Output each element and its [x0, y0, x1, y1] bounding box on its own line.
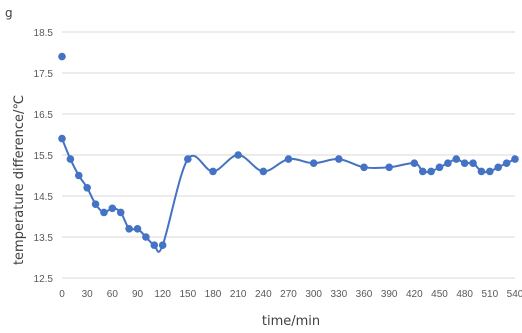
x-tick-label: 300: [305, 289, 322, 300]
data-point: [511, 155, 519, 163]
data-point: [418, 167, 427, 176]
data-point: [100, 208, 108, 217]
x-tick-label: 30: [82, 289, 94, 300]
x-tick-label: 150: [179, 289, 196, 300]
data-point: [133, 225, 142, 233]
data-point: [460, 159, 469, 167]
x-axis-title: time/min: [262, 314, 320, 329]
y-tick-label: 16.5: [34, 110, 54, 121]
x-tick-label: 450: [431, 289, 448, 300]
y-tick-label: 14.5: [34, 192, 54, 203]
x-tick-label: 330: [330, 289, 347, 300]
x-tick-label: 240: [255, 289, 272, 300]
data-point: [91, 200, 100, 208]
data-point: [486, 167, 494, 176]
data-point: [360, 163, 368, 172]
data-point: [469, 159, 477, 167]
data-point: [209, 167, 217, 176]
y-tick-label: 18.5: [34, 28, 54, 39]
y-tick-label: 17.5: [34, 69, 54, 80]
data-point: [142, 233, 150, 241]
x-tick-label: 420: [406, 289, 423, 300]
x-tick-label: 510: [481, 289, 498, 300]
data-point: [444, 159, 452, 167]
data-point: [158, 241, 167, 249]
data-point: [452, 155, 461, 163]
x-tick-label: 360: [356, 289, 373, 300]
data-point: [234, 151, 242, 159]
y-tick-label: 13.5: [34, 233, 54, 244]
data-point: [427, 167, 435, 176]
x-tick-label: 180: [205, 289, 222, 300]
x-tick-label: 210: [230, 289, 247, 300]
data-point: [116, 208, 125, 217]
x-tick-label: 60: [107, 289, 119, 300]
data-point: [335, 155, 343, 163]
data-point: [494, 163, 503, 172]
data-point: [284, 155, 293, 163]
y-axis-ticks: 12.5 13.5 14.5 15.5 16.5 17.5 18.5: [34, 28, 54, 285]
y-tick-label: 12.5: [34, 274, 54, 285]
x-tick-label: 90: [132, 289, 144, 300]
data-point: [502, 159, 511, 167]
data-point: [259, 167, 268, 176]
x-tick-label: 480: [456, 289, 473, 300]
data-point: [58, 134, 66, 143]
x-tick-label: 390: [381, 289, 398, 300]
x-axis-ticks: 0 30 60 90 120 150 180 210 240 270 300 330 360 390 420…: [59, 289, 522, 300]
x-tick-label: 540: [507, 289, 522, 300]
data-point: [309, 159, 318, 167]
x-tick-label: 120: [154, 289, 171, 300]
data-point: [435, 163, 444, 172]
data-point: [83, 184, 91, 192]
x-tick-label: 0: [59, 289, 65, 300]
gridlines: [62, 31, 515, 279]
data-point: [108, 204, 117, 213]
y-axis-title: temperature difference/℃: [12, 95, 27, 265]
outlier-point: [58, 52, 66, 61]
y-tick-label: 15.5: [34, 151, 54, 162]
x-tick-label: 270: [280, 289, 297, 300]
data-point: [385, 163, 393, 172]
data-point: [150, 241, 159, 249]
data-point: [477, 167, 486, 176]
data-point: [410, 159, 419, 167]
data-point: [125, 225, 133, 233]
series-points: [58, 52, 519, 249]
data-point: [74, 171, 83, 180]
data-point: [184, 155, 192, 163]
data-point: [66, 155, 75, 163]
corner-label: g: [5, 6, 13, 20]
